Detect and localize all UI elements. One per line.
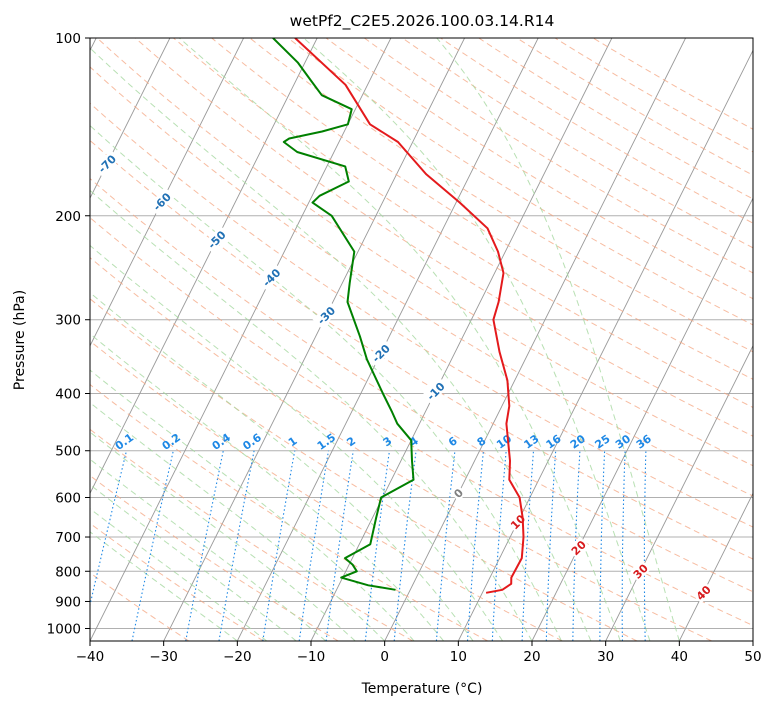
axes: −40 −30 −20 −10 0 10 20 30 40 50 100 200 300 400 500 60… [47,31,762,665]
moist-adiabat-line [90,292,474,641]
moist-adiabat-line [90,189,533,641]
isotherm-label: 0 [449,484,467,502]
dry-adiabat-line [364,38,753,274]
x-tick-label: −10 [297,649,326,665]
dry-adiabat-line [211,38,753,380]
mixing-ratio-line [298,450,330,641]
moist-adiabat-line [90,47,592,641]
y-tick-label: 400 [55,387,81,403]
moist-adiabat-line [178,38,621,641]
y-axis-title: Pressure (hPa) [12,290,28,390]
dry-adiabat-line [90,383,488,641]
x-tick-label: 50 [744,649,761,665]
moist-adiabat-line [303,38,651,641]
dry-adiabat-line [90,428,414,641]
isotherm-line [90,38,318,495]
dry-adiabat-line [134,38,753,437]
y-tick-label: 300 [55,313,81,329]
mixing-ratio-line [218,450,255,641]
isotherm-label-bg [421,377,449,405]
x-axis-title: Temperature (°C) [361,681,483,697]
isotherm-label-bg [257,263,285,291]
x-tick-label: 40 [671,649,688,665]
x-tick-label: 20 [523,649,540,665]
dry-adiabat-line [402,38,753,249]
isotherm-line [90,38,245,347]
dry-adiabat-line [90,257,712,641]
dry-adiabat-line [440,38,753,224]
y-tick-label: 900 [55,594,81,610]
dry-adiabat-line [90,298,638,641]
isotherm-label-bg [692,581,715,604]
moist-adiabat-line [90,531,238,641]
y-tick-label: 600 [55,490,81,506]
isotherm-label-bg [93,150,121,177]
moist-adiabat-line [436,38,680,641]
x-tick-label: −40 [76,649,105,665]
dry-adiabat-line [90,66,753,497]
isotherm-line [605,344,753,641]
x-tick-label: 10 [450,649,467,665]
dry-adiabat-line [516,38,753,176]
isotherm-label-bg [567,536,590,559]
isotherm-line [163,38,466,641]
moist-adiabat-line [90,369,415,641]
isotherm-line [90,38,392,641]
x-tick-label: −20 [223,649,252,665]
isotherm-line [384,38,687,641]
isotherm-line [90,38,171,200]
y-tick-label: 700 [55,530,81,546]
moist-adiabat-line [90,124,562,641]
y-tick-label: 800 [55,564,81,580]
isotherm-label-bg [449,484,467,502]
y-tick-label: 500 [55,444,81,460]
dry-adiabat-line [90,102,753,528]
isotherm-label-bg [629,559,652,582]
dewpoint-profile-line [272,38,415,591]
moist-adiabat-line [90,458,327,641]
mixing-ratio-line [325,450,354,641]
dry-adiabat-line [90,139,753,560]
moist-adiabat-line [90,431,356,641]
temperature-profile-line [294,38,525,594]
x-tick-label: 30 [597,649,614,665]
dry-adiabat-line [173,38,753,409]
dry-adiabat-line [478,38,753,200]
moist-adiabat-line [90,401,386,641]
dry-adiabat-line [96,38,753,467]
plot-frame [89,37,754,642]
y-tick-label: 200 [55,209,81,225]
moist-adiabat-line [90,484,297,641]
isotherm-label-bg [202,225,230,253]
dry-adiabat-line [554,38,753,153]
isotherm-label-bg [367,339,394,367]
x-tick-label: 0 [380,649,389,665]
mixing-ratio-line [262,450,296,641]
moist-adiabat-line [90,333,444,641]
isotherm-label-bg [148,187,175,215]
y-tick-label: 1000 [47,621,81,637]
isotherm-label-bg [312,301,340,329]
plot-area: 0.10.20.40.611.52346810131620253036-100-… [90,38,753,641]
mixing-ratio-line [185,450,224,641]
y-tick-label: 100 [55,31,81,47]
moist-adiabat-line [90,244,503,641]
dry-adiabat-line [249,38,753,353]
mixing-ratio-line [131,450,174,641]
chart-title: wetPf2_C2E5.2026.100.03.14.R14 [290,12,555,31]
dry-adiabat-line [90,177,753,593]
dry-adiabat-line [325,38,753,300]
dry-adiabat-line [90,522,264,641]
isotherm-line [236,38,539,641]
x-tick-label: −30 [149,649,178,665]
isotherm-line [678,492,753,641]
